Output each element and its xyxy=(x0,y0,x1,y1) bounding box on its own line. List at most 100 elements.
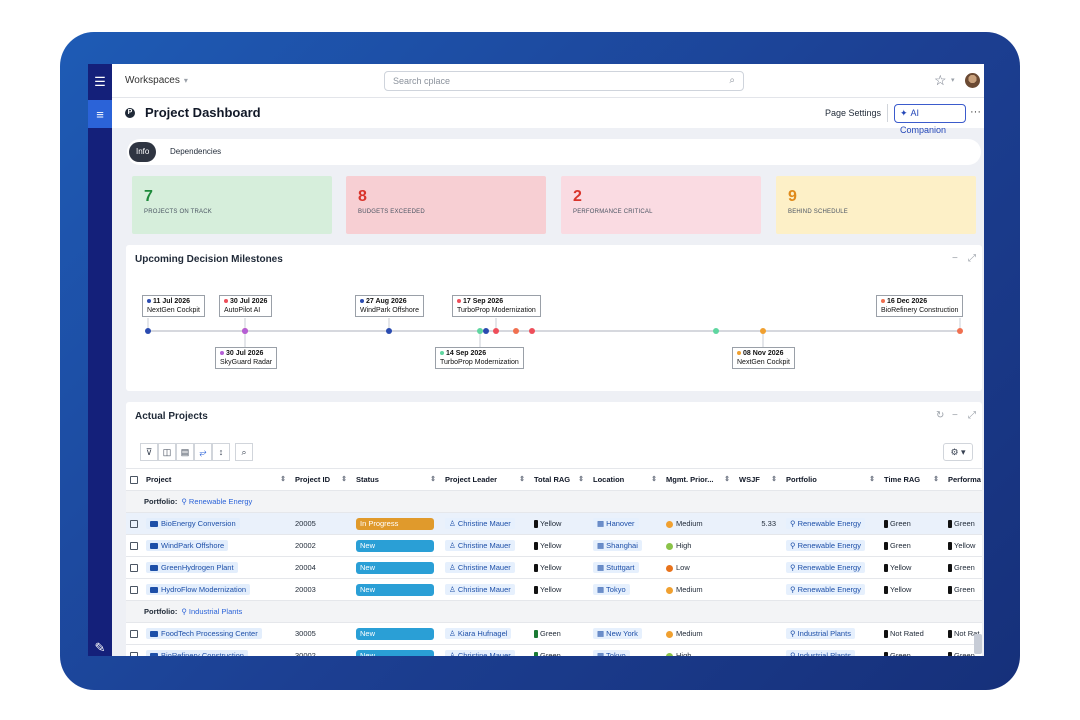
settings-gear-icon[interactable]: ⚙ ▾ xyxy=(943,443,973,461)
leader-link[interactable]: ♙ Christine Mauer xyxy=(445,518,515,529)
columns-icon[interactable]: ◫ xyxy=(158,443,176,461)
table-row[interactable]: HydroFlow Modernization 20003 New ♙ Christi… xyxy=(126,578,982,601)
column-header[interactable]: Portfolio ⇕ xyxy=(782,468,880,491)
leader-link[interactable]: ♙ Christine Mauer xyxy=(445,584,515,595)
milestone-dot[interactable] xyxy=(483,328,489,334)
project-link[interactable]: BioRefinery Construction xyxy=(146,650,248,656)
column-header[interactable]: Mgmt. Prior... ⇕ xyxy=(662,468,735,491)
column-header[interactable]: Time RAG ⇕ xyxy=(880,468,944,491)
filter-icon[interactable]: ⊽ xyxy=(140,443,158,461)
leader-link[interactable]: ♙ Christine Mauer xyxy=(445,540,515,551)
location-link[interactable]: ▦ Shanghai xyxy=(593,540,642,551)
refresh-icon[interactable]: ↻ xyxy=(936,410,945,421)
portfolio-link[interactable]: ⚲ Renewable Energy xyxy=(786,518,865,529)
milestone-dot[interactable] xyxy=(386,328,392,334)
column-header[interactable]: Status ⇕ xyxy=(352,468,441,491)
column-header[interactable]: Project Leader ⇕ xyxy=(441,468,530,491)
sort-icon[interactable]: ⇕ xyxy=(651,476,657,483)
milestone-dot[interactable] xyxy=(145,328,151,334)
table-row[interactable]: WindPark Offshore 20002 New ♙ Christine Mau… xyxy=(126,534,982,557)
group-portfolio[interactable]: ⚲ Renewable Energy xyxy=(181,497,252,506)
milestone-label[interactable]: 11 Jul 2026 NextGen Cockpit xyxy=(142,295,205,317)
column-header[interactable]: Performa xyxy=(944,468,982,491)
location-link[interactable]: ▦ Tokyo xyxy=(593,650,630,656)
tab-dependencies[interactable]: Dependencies xyxy=(170,147,222,156)
search-input[interactable]: Search cplace ⌕ xyxy=(384,71,744,91)
portfolio-link[interactable]: ⚲ Industrial Plants xyxy=(786,650,855,656)
leader-link[interactable]: ♙ Christine Mauer xyxy=(445,562,515,573)
leader-link[interactable]: ♙ Kiara Hufnagel xyxy=(445,628,512,639)
grouping-icon[interactable]: ▤ xyxy=(176,443,194,461)
table-row[interactable]: BioRefinery Construction 30002 New ♙ Christ… xyxy=(126,644,982,656)
ai-companion-button[interactable]: ✦ AI Companion xyxy=(894,104,966,135)
column-header[interactable]: Project ID ⇕ xyxy=(291,468,352,491)
favorite-star-icon[interactable]: ☆ xyxy=(934,72,947,88)
milestone-label[interactable]: 17 Sep 2026 TurboProp Modernization xyxy=(452,295,541,317)
tools-icon[interactable]: ✎ xyxy=(94,640,106,655)
sort-icon[interactable]: ⇕ xyxy=(341,476,347,483)
milestone-dot[interactable] xyxy=(957,328,963,334)
milestone-dot[interactable] xyxy=(477,328,483,334)
status-badge[interactable]: New xyxy=(356,583,434,596)
project-link[interactable]: HydroFlow Modernization xyxy=(146,584,251,595)
more-options-button[interactable]: ··· xyxy=(970,106,981,118)
table-row[interactable]: FoodTech Processing Center 30005 New ♙ Kiar… xyxy=(126,622,982,645)
select-all-checkbox[interactable] xyxy=(130,476,138,484)
sort-icon[interactable]: ⇕ xyxy=(430,476,436,483)
location-link[interactable]: ▦ Stuttgart xyxy=(593,562,639,573)
tab-info[interactable]: Info xyxy=(129,142,157,162)
page-settings-button[interactable]: Page Settings xyxy=(825,108,882,118)
sort-icon[interactable]: ⇕ xyxy=(519,476,525,483)
sort-icon[interactable]: ⇕ xyxy=(933,476,939,483)
status-badge[interactable]: New xyxy=(356,561,434,574)
row-checkbox[interactable] xyxy=(130,520,138,529)
column-header[interactable]: Location ⇕ xyxy=(589,468,662,491)
milestone-dot[interactable] xyxy=(242,328,248,334)
row-checkbox[interactable] xyxy=(130,630,138,639)
milestone-dot[interactable] xyxy=(493,328,499,334)
chevron-down-icon[interactable]: ▾ xyxy=(951,77,955,84)
row-checkbox[interactable] xyxy=(130,586,138,595)
menu-icon[interactable]: ☰ xyxy=(94,74,106,89)
table-row[interactable]: BioEnergy Conversion 20005 In Progress ♙ Ch… xyxy=(126,512,982,535)
sort-icon[interactable]: ⇕ xyxy=(724,476,730,483)
location-link[interactable]: ▦ Tokyo xyxy=(593,584,630,595)
location-link[interactable]: ▦ Hanover xyxy=(593,518,639,529)
hierarchy-icon[interactable]: ⥂ xyxy=(194,443,212,461)
minimize-icon[interactable]: − xyxy=(952,253,958,264)
project-link[interactable]: GreenHydrogen Plant xyxy=(146,562,238,573)
status-badge[interactable]: New xyxy=(356,649,434,656)
navigation-toggle-icon[interactable]: ≡ xyxy=(88,100,112,128)
portfolio-link[interactable]: ⚲ Industrial Plants xyxy=(786,628,855,639)
scrollbar[interactable] xyxy=(974,634,982,654)
milestone-label[interactable]: 16 Dec 2026 BioRefinery Construction xyxy=(876,295,964,317)
workspaces-menu[interactable]: Workspaces ▾ xyxy=(125,75,188,86)
milestone-label[interactable]: 27 Aug 2026 WindPark Offshore xyxy=(355,295,425,317)
project-link[interactable]: FoodTech Processing Center xyxy=(146,628,262,639)
location-link[interactable]: ▦ New York xyxy=(593,628,642,639)
project-link[interactable]: WindPark Offshore xyxy=(146,540,229,551)
milestone-label[interactable]: 30 Jul 2026 AutoPilot AI xyxy=(219,295,273,317)
row-checkbox[interactable] xyxy=(130,652,138,656)
milestone-label[interactable]: 30 Jul 2026 SkyGuard Radar xyxy=(215,347,278,369)
status-badge[interactable]: New xyxy=(356,627,434,640)
milestone-dot[interactable] xyxy=(513,328,519,334)
milestone-label[interactable]: 08 Nov 2026 NextGen Cockpit xyxy=(732,347,795,369)
project-link[interactable]: BioEnergy Conversion xyxy=(146,518,240,529)
milestone-dot[interactable] xyxy=(713,328,719,334)
row-checkbox[interactable] xyxy=(130,542,138,551)
expand-icon[interactable]: ⤢ xyxy=(968,253,976,264)
milestone-label[interactable]: 14 Sep 2026 TurboProp Modernization xyxy=(435,347,524,369)
sort-icon[interactable]: ⇕ xyxy=(869,476,875,483)
sort-icon[interactable]: ↕ xyxy=(212,443,230,461)
status-badge[interactable]: New xyxy=(356,539,434,552)
minimize-icon[interactable]: − xyxy=(952,410,958,421)
expand-icon[interactable]: ⤢ xyxy=(968,410,976,421)
portfolio-link[interactable]: ⚲ Renewable Energy xyxy=(786,562,865,573)
column-header[interactable]: WSJF ⇕ xyxy=(735,468,782,491)
sort-icon[interactable]: ⇕ xyxy=(280,476,286,483)
status-badge[interactable]: In Progress xyxy=(356,517,434,530)
milestone-dot[interactable] xyxy=(760,328,766,334)
group-portfolio[interactable]: ⚲ Industrial Plants xyxy=(181,607,242,616)
leader-link[interactable]: ♙ Christine Mauer xyxy=(445,650,515,656)
